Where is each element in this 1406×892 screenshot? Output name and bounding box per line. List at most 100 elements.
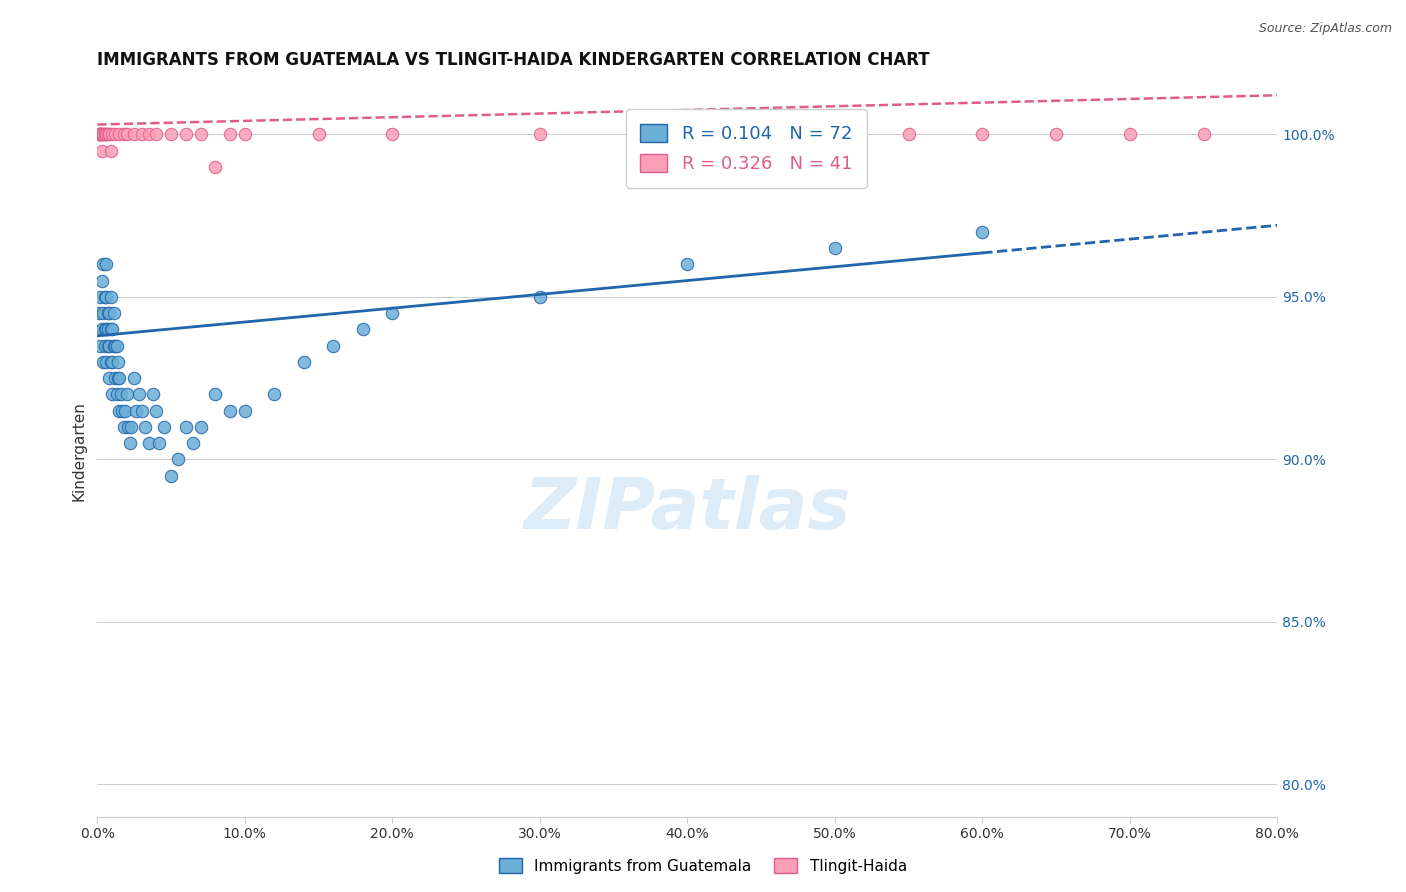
Point xyxy=(89,128,111,142)
Point xyxy=(824,241,846,255)
Point xyxy=(122,371,145,385)
Point xyxy=(93,338,115,352)
Point xyxy=(117,420,139,434)
Point xyxy=(87,128,110,142)
Point xyxy=(90,128,112,142)
Point xyxy=(96,257,118,271)
Point xyxy=(122,128,145,142)
Point xyxy=(97,322,120,336)
Point xyxy=(142,387,165,401)
Point xyxy=(89,128,111,142)
Point xyxy=(118,436,141,450)
Point xyxy=(145,403,167,417)
Point xyxy=(87,306,110,320)
Point xyxy=(160,468,183,483)
Point xyxy=(89,290,111,304)
Point xyxy=(148,436,170,450)
Point xyxy=(134,420,156,434)
Point xyxy=(322,338,344,352)
Point xyxy=(167,452,190,467)
Point xyxy=(160,128,183,142)
Point xyxy=(91,355,114,369)
Point xyxy=(233,128,256,142)
Point xyxy=(138,128,160,142)
Point xyxy=(352,322,374,336)
Point xyxy=(308,128,330,142)
Point xyxy=(1045,128,1067,142)
Point xyxy=(120,420,142,434)
Point xyxy=(897,128,920,142)
Point xyxy=(114,403,136,417)
Point xyxy=(97,128,120,142)
Point xyxy=(972,128,994,142)
Point xyxy=(97,306,120,320)
Point xyxy=(93,128,115,142)
Point xyxy=(100,290,122,304)
Point xyxy=(824,128,846,142)
Point xyxy=(128,387,150,401)
Point xyxy=(91,257,114,271)
Point xyxy=(96,322,118,336)
Point xyxy=(529,290,551,304)
Point xyxy=(90,144,112,158)
Text: IMMIGRANTS FROM GUATEMALA VS TLINGIT-HAIDA KINDERGARTEN CORRELATION CHART: IMMIGRANTS FROM GUATEMALA VS TLINGIT-HAI… xyxy=(97,51,929,69)
Point xyxy=(93,322,115,336)
Point xyxy=(138,436,160,450)
Point xyxy=(219,128,242,142)
Legend: Immigrants from Guatemala, Tlingit-Haida: Immigrants from Guatemala, Tlingit-Haida xyxy=(494,852,912,880)
Point xyxy=(100,144,122,158)
Y-axis label: Kindergarten: Kindergarten xyxy=(72,401,86,501)
Point xyxy=(93,128,115,142)
Point xyxy=(96,355,118,369)
Point xyxy=(87,128,110,142)
Point xyxy=(87,128,110,142)
Point xyxy=(263,387,285,401)
Point xyxy=(107,371,129,385)
Legend: R = 0.104   N = 72, R = 0.326   N = 41: R = 0.104 N = 72, R = 0.326 N = 41 xyxy=(626,109,866,187)
Point xyxy=(292,355,315,369)
Point xyxy=(108,371,131,385)
Point xyxy=(98,128,121,142)
Point xyxy=(529,128,551,142)
Point xyxy=(111,403,134,417)
Point xyxy=(152,420,174,434)
Point xyxy=(91,306,114,320)
Point xyxy=(676,128,699,142)
Point xyxy=(101,355,124,369)
Point xyxy=(181,436,204,450)
Point xyxy=(190,420,212,434)
Text: Source: ZipAtlas.com: Source: ZipAtlas.com xyxy=(1258,22,1392,36)
Point xyxy=(110,387,132,401)
Point xyxy=(108,128,131,142)
Point xyxy=(104,128,127,142)
Point xyxy=(125,403,148,417)
Point xyxy=(90,274,112,288)
Point xyxy=(89,128,111,142)
Point xyxy=(115,387,138,401)
Point xyxy=(145,128,167,142)
Point xyxy=(93,290,115,304)
Point xyxy=(1119,128,1142,142)
Point xyxy=(103,338,125,352)
Point xyxy=(104,371,127,385)
Point xyxy=(104,338,127,352)
Point xyxy=(103,306,125,320)
Point xyxy=(101,387,124,401)
Point xyxy=(107,355,129,369)
Point xyxy=(131,403,153,417)
Point xyxy=(1192,128,1215,142)
Point xyxy=(89,338,111,352)
Point xyxy=(676,257,699,271)
Point xyxy=(96,128,118,142)
Point xyxy=(381,306,404,320)
Point xyxy=(108,403,131,417)
Point xyxy=(190,128,212,142)
Point xyxy=(112,420,135,434)
Point xyxy=(98,371,121,385)
Point xyxy=(972,225,994,239)
Point xyxy=(105,387,128,401)
Point xyxy=(98,306,121,320)
Point xyxy=(97,338,120,352)
Point xyxy=(100,322,122,336)
Point xyxy=(381,128,404,142)
